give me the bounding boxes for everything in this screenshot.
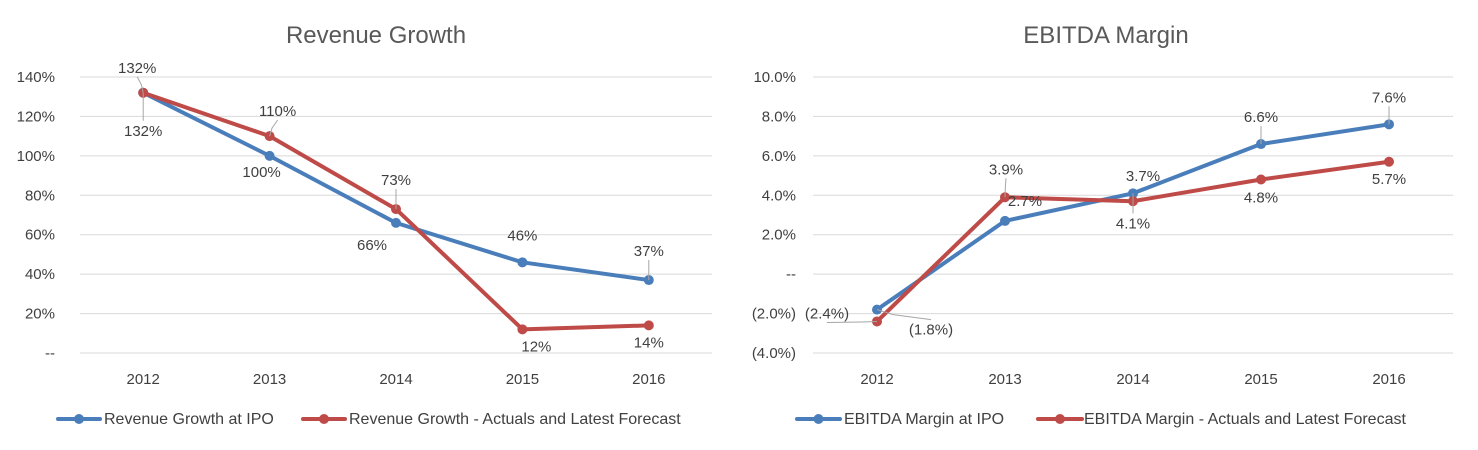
legend-entry: Revenue Growth - Actuals and Latest Fore… <box>349 411 681 428</box>
legend-marker <box>813 414 824 424</box>
data-label: (1.8%) <box>909 322 953 339</box>
y-tick-label: 60% <box>25 227 55 244</box>
label-leader-line <box>136 76 144 93</box>
data-label: 6.6% <box>1244 109 1278 126</box>
data-label: 7.6% <box>1372 89 1406 106</box>
data-label: 46% <box>507 227 537 244</box>
x-tick-label: 2016 <box>632 371 665 388</box>
data-label: 3.7% <box>1126 168 1160 185</box>
data-label: 37% <box>634 243 664 260</box>
data-point-actuals <box>1256 174 1266 185</box>
chart-revenue-growth: Revenue Growth -- 20% 40% 60% 80% 100% 120% 140%… <box>17 22 712 428</box>
data-label: (2.4%) <box>805 305 849 322</box>
chart-title: Revenue Growth <box>286 22 466 49</box>
y-tick-label: 40% <box>25 266 55 283</box>
x-tick-label: 2014 <box>1116 371 1149 388</box>
series-line-actuals <box>875 159 1391 324</box>
data-label: 132% <box>124 123 162 140</box>
label-leader-line <box>876 309 932 321</box>
y-tick-label: 80% <box>25 187 55 204</box>
data-point-actuals <box>1384 156 1394 167</box>
data-label: 110% <box>259 103 296 120</box>
data-point-at-ipo <box>1000 215 1010 226</box>
data-label: 66% <box>357 237 387 254</box>
x-tick-label: 2014 <box>379 371 412 388</box>
x-tick-label: 2013 <box>988 371 1021 388</box>
data-label: 100% <box>242 164 280 181</box>
data-label: 2.7% <box>1008 193 1042 210</box>
y-tick-label: 120% <box>17 108 55 125</box>
legend-marker <box>1055 414 1065 424</box>
x-tick-label: 2015 <box>1244 371 1277 388</box>
data-label: 4.8% <box>1244 190 1278 207</box>
data-label: 12% <box>521 338 551 355</box>
chart-ebitda-margin: EBITDA Margin (4.0%) (2.0%) -- 2.0% 4.0% 6.0% 8… <box>752 22 1453 428</box>
chart-title: EBITDA Margin <box>1023 22 1188 49</box>
data-label: 5.7% <box>1372 171 1406 188</box>
y-tick-label: (2.0%) <box>752 306 796 323</box>
y-tick-label: -- <box>45 345 55 362</box>
x-tick-label: 2013 <box>253 371 286 388</box>
x-tick-label: 2012 <box>127 371 160 388</box>
legend-marker <box>319 414 329 424</box>
legend-marker <box>74 414 84 424</box>
x-tick-label: 2012 <box>860 371 893 388</box>
data-point-at-ipo <box>517 257 528 268</box>
y-tick-label: 100% <box>17 148 55 165</box>
y-tick-label: 8.0% <box>762 108 796 125</box>
label-leader-line <box>826 320 878 323</box>
data-point-actuals <box>643 320 654 331</box>
data-label: 73% <box>381 172 411 189</box>
legend-entry: Revenue Growth at IPO <box>104 411 274 428</box>
x-tick-label: 2015 <box>506 371 539 388</box>
legend-entry: EBITDA Margin - Actuals and Latest Forec… <box>1084 411 1406 428</box>
y-tick-label: -- <box>786 266 796 283</box>
x-tick-label: 2016 <box>1372 371 1405 388</box>
label-leader-line <box>1004 178 1007 198</box>
data-point-actuals <box>517 324 528 335</box>
y-tick-label: (4.0%) <box>752 345 796 362</box>
y-tick-label: 20% <box>25 306 55 323</box>
y-tick-label: 10.0% <box>753 69 796 86</box>
y-tick-label: 4.0% <box>762 187 796 204</box>
data-label: 14% <box>634 334 664 351</box>
y-tick-label: 6.0% <box>762 148 796 165</box>
data-point-at-ipo <box>391 217 401 228</box>
y-tick-label: 140% <box>17 69 55 86</box>
legend-entry: EBITDA Margin at IPO <box>844 411 1004 428</box>
y-tick-label: 2.0% <box>762 227 796 244</box>
data-point-at-ipo <box>264 150 275 161</box>
data-label: 4.1% <box>1116 215 1150 232</box>
label-leader-line <box>269 119 279 137</box>
data-label: 132% <box>118 60 156 77</box>
data-label: 3.9% <box>989 161 1023 178</box>
